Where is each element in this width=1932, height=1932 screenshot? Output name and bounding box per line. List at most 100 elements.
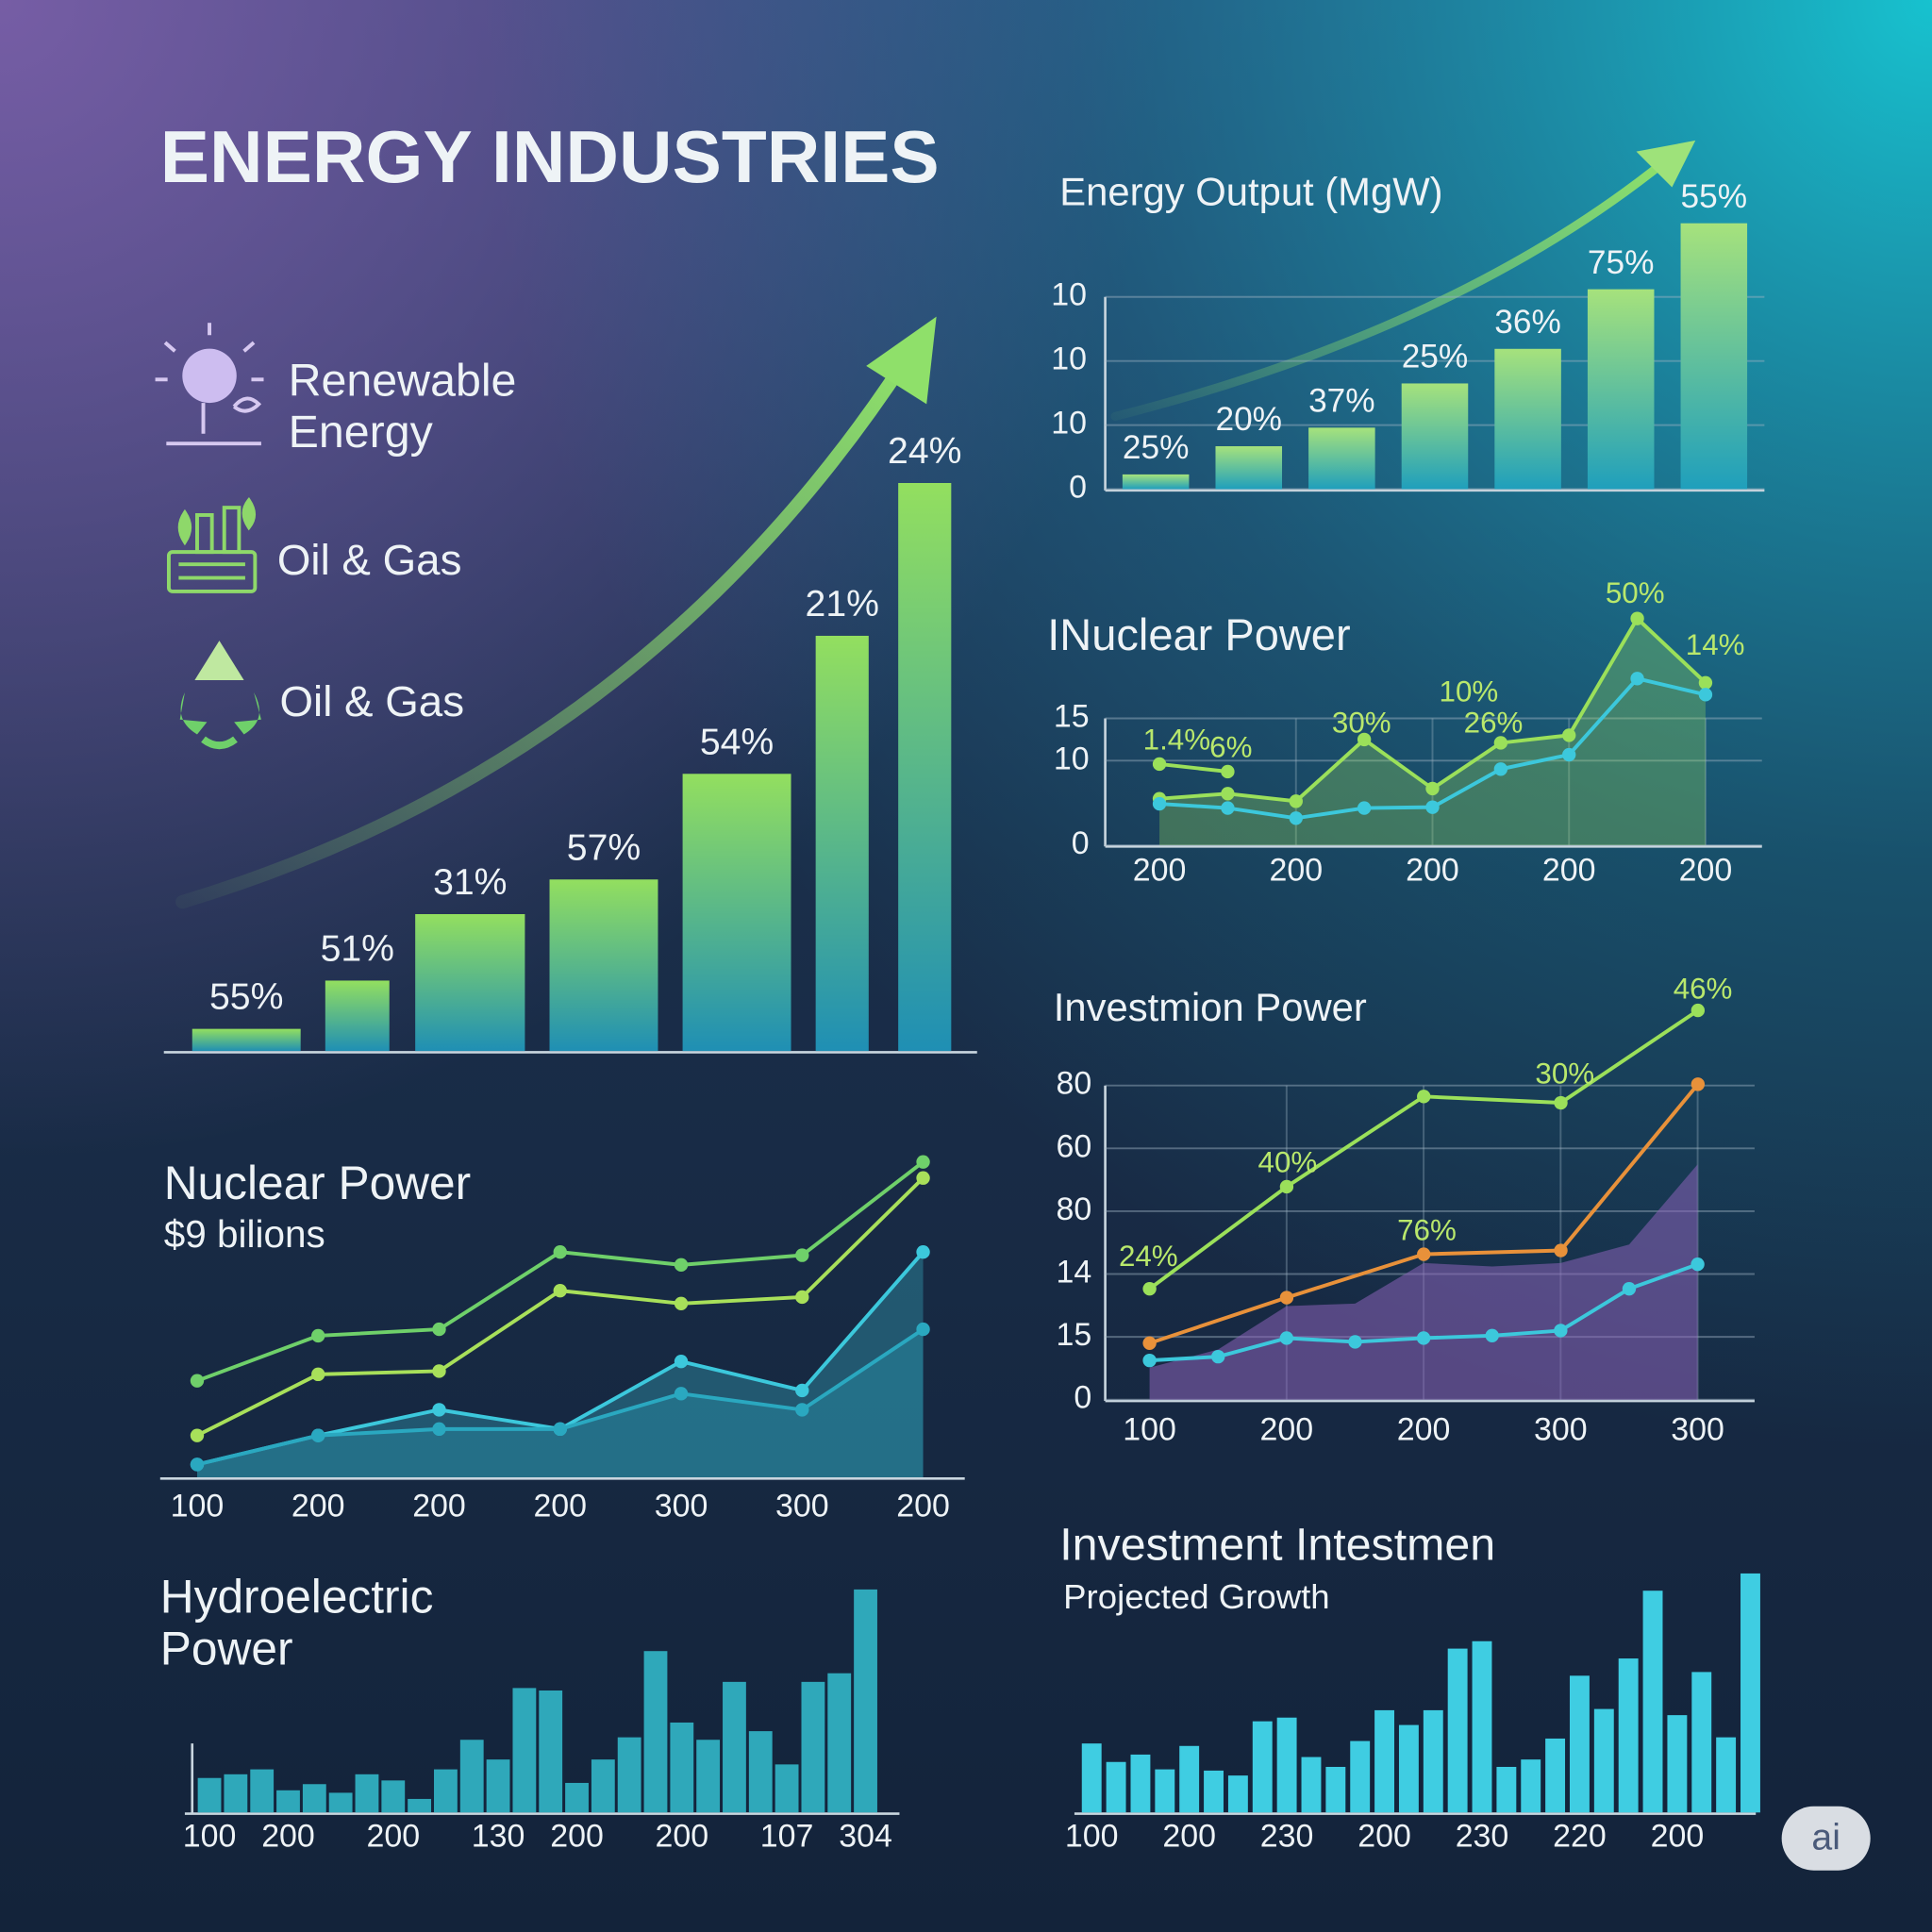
y-tick-label: 15 [1056, 1317, 1091, 1353]
chart-title: Investmion Power [1054, 985, 1367, 1029]
point-annotation: 76% [1397, 1213, 1457, 1246]
point [432, 1422, 446, 1437]
bar [1325, 1766, 1346, 1813]
point [553, 1283, 567, 1298]
x-tick-label: 300 [1534, 1412, 1588, 1448]
bar [1350, 1740, 1371, 1813]
x-tick-label: 200 [896, 1489, 950, 1524]
x-tick-label: 200 [1269, 853, 1323, 889]
legend-wrapper: Renewable Energy [288, 355, 517, 458]
x-tick-label: 200 [1133, 853, 1187, 889]
point [1357, 801, 1372, 815]
bar [1680, 223, 1748, 490]
chart-title: Energy Output (MgW) [1059, 169, 1442, 213]
x-tick-label: 100 [1123, 1412, 1176, 1448]
bar [434, 1769, 458, 1813]
bar-annotation: 51% [321, 928, 394, 969]
y-tick-label: 80 [1056, 1066, 1091, 1102]
point [1630, 611, 1644, 625]
area [1159, 618, 1706, 845]
bar [381, 1780, 406, 1813]
point [1279, 1331, 1294, 1345]
bar [1593, 1708, 1614, 1813]
point [1221, 787, 1235, 801]
point [916, 1245, 930, 1259]
point [1425, 781, 1440, 796]
bar [682, 774, 791, 1052]
bar-annotation: 21% [806, 584, 879, 625]
growth-arrow [1110, 158, 1668, 422]
bar-annotation: 25% [1123, 429, 1190, 466]
bar-annotation: 55% [1681, 178, 1748, 215]
point [674, 1387, 689, 1401]
x-tick-label: 200 [1162, 1819, 1216, 1855]
x-tick-label: 200 [412, 1489, 466, 1524]
x-tick-label: 200 [1406, 853, 1459, 889]
bar-annotation: 54% [700, 722, 774, 762]
bar [1155, 1769, 1175, 1813]
icon-oil-gas [166, 496, 258, 593]
bar [1081, 1743, 1102, 1813]
area [196, 1252, 924, 1478]
point [432, 1364, 446, 1378]
point [311, 1428, 325, 1442]
point [1221, 764, 1235, 779]
point [190, 1428, 205, 1442]
y-tick-label: 14 [1056, 1254, 1091, 1290]
bar [276, 1790, 300, 1813]
x-tick-label: 200 [1542, 853, 1596, 889]
bar [1521, 1759, 1541, 1813]
point [795, 1248, 809, 1262]
y-tick-label: 10 [1051, 341, 1087, 377]
point [1630, 672, 1644, 686]
point [1698, 688, 1713, 702]
point [795, 1290, 809, 1305]
y-tick-label: 10 [1051, 277, 1087, 313]
point [1152, 796, 1167, 811]
ai-badge [1781, 1806, 1871, 1871]
point [1348, 1335, 1362, 1349]
bar [748, 1731, 773, 1813]
x-tick-label: 200 [1357, 1819, 1411, 1855]
point [1622, 1282, 1637, 1296]
bar [1374, 1709, 1395, 1813]
bar [224, 1774, 248, 1813]
ai-badge-label: ai [1811, 1817, 1840, 1857]
point [1289, 811, 1303, 825]
y-tick-label: 80 [1056, 1191, 1091, 1227]
x-tick-label: 200 [261, 1819, 315, 1855]
chart-title: Nuclear Power [164, 1157, 471, 1209]
point [916, 1322, 930, 1337]
bar [1667, 1715, 1688, 1813]
bar [486, 1759, 510, 1813]
legend-label: Renewable Energy [288, 355, 517, 458]
bar [1308, 427, 1375, 490]
bar [1570, 1675, 1590, 1813]
bar [1276, 1717, 1297, 1813]
bar [1401, 383, 1469, 490]
growth-arrow [175, 353, 913, 909]
bar [1106, 1761, 1126, 1813]
icon-renewable [155, 323, 264, 446]
point [432, 1403, 446, 1417]
bar [815, 635, 869, 1052]
bar-annotation: 75% [1588, 244, 1655, 281]
point [1485, 1328, 1499, 1342]
point [1698, 675, 1713, 690]
x-tick-label: 200 [1679, 853, 1733, 889]
point [674, 1355, 689, 1369]
icon-recycle [179, 641, 261, 750]
point [916, 1155, 930, 1169]
point-annotation: 1.4% [1143, 724, 1210, 757]
y-tick-label: 15 [1054, 698, 1090, 734]
x-tick-label: 100 [171, 1489, 225, 1524]
y-tick-label: 10 [1054, 741, 1090, 776]
point [1690, 1257, 1705, 1272]
point-annotation: 10% [1440, 675, 1499, 708]
point [1416, 1331, 1431, 1345]
point-annotation: 14% [1686, 628, 1745, 661]
bar [723, 1681, 746, 1813]
bar [1716, 1737, 1737, 1813]
y-tick-label: 0 [1074, 1380, 1091, 1416]
bar-annotation: 20% [1215, 401, 1282, 438]
